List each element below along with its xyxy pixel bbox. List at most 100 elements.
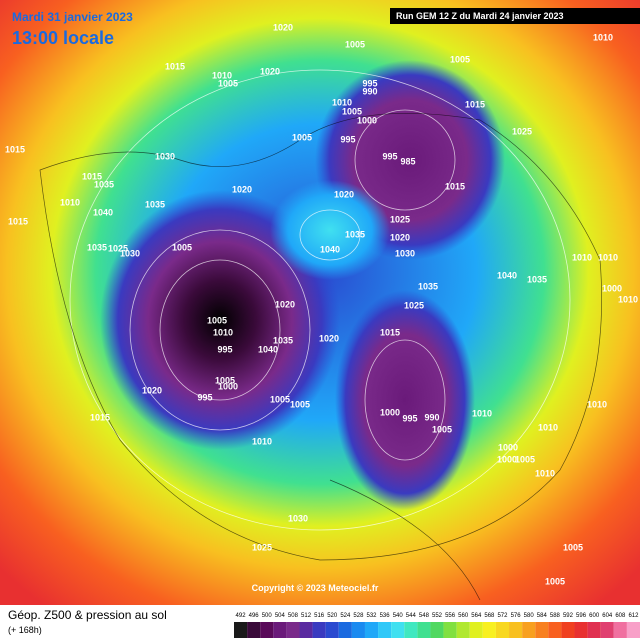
- isobar-label: 1030: [288, 513, 308, 523]
- legend-label: 504: [275, 613, 286, 619]
- legend-label: 580: [524, 613, 535, 619]
- legend-label: 576: [511, 613, 522, 619]
- isobar-label: 1005: [292, 132, 312, 142]
- legend-swatch: [600, 622, 614, 638]
- legend-label: 524: [340, 613, 351, 619]
- legend-label: 588: [550, 613, 561, 619]
- isobar-label: 1030: [395, 248, 415, 258]
- isobar-label: 1010: [572, 252, 592, 262]
- isobar-label: 1005: [207, 315, 227, 325]
- isobar-label: 1010: [587, 399, 607, 409]
- legend-swatch: [574, 622, 588, 638]
- isobar-label: 1010: [618, 294, 638, 304]
- legend-swatch: [299, 622, 313, 638]
- coastlines: [39, 113, 602, 601]
- isobar-label: 1035: [87, 242, 107, 252]
- isobar-label: 1020: [260, 66, 280, 76]
- isobar-label: 1020: [142, 385, 162, 395]
- isobar-label: 1030: [155, 151, 175, 161]
- isobar-label: 990: [424, 412, 439, 422]
- isobar-label: 1025: [512, 126, 532, 136]
- isobar-label: 1025: [108, 243, 128, 253]
- legend-swatch: [286, 622, 300, 638]
- legend-label: 568: [484, 613, 495, 619]
- legend-swatch: [325, 622, 339, 638]
- legend-label: 544: [406, 613, 417, 619]
- isobar-label: 1015: [445, 181, 465, 191]
- legend-label: 596: [576, 613, 587, 619]
- legend-swatch: [626, 622, 640, 638]
- legend-label: 592: [563, 613, 574, 619]
- legend-label: 532: [367, 613, 378, 619]
- isobar-label: 1030: [120, 248, 140, 258]
- isobar-label: 985: [400, 156, 415, 166]
- isobar-labels: 1020101010051005101510101005102099599010…: [5, 22, 638, 586]
- legend-swatch: [561, 622, 575, 638]
- legend-swatch: [548, 622, 562, 638]
- isobar-label: 1025: [404, 300, 424, 310]
- legend-label: 604: [602, 613, 613, 619]
- legend-swatch: [260, 622, 274, 638]
- isobar-label: 1025: [252, 542, 272, 552]
- isobar-label: 1005: [270, 394, 290, 404]
- isobar-label: 990: [362, 86, 377, 96]
- legend: 492 496 500 504 508 512 516 520 524 528 532 536 540 5…: [234, 613, 640, 638]
- legend-swatch: [613, 622, 627, 638]
- legend-label: 560: [458, 613, 469, 619]
- isobar-label: 1020: [275, 299, 295, 309]
- isobar-label: 1005: [215, 375, 235, 385]
- isobar-label: 1010: [252, 436, 272, 446]
- isobar-label: 995: [340, 134, 355, 144]
- legend-swatch: [430, 622, 444, 638]
- isobar-label: 1010: [60, 197, 80, 207]
- legend-swatch: [364, 622, 379, 638]
- isobars: [69, 69, 571, 531]
- isobar-label: 1000: [497, 454, 517, 464]
- legend-swatch: [338, 622, 352, 638]
- isobar-label: 1040: [497, 270, 517, 280]
- legend-label: 548: [419, 613, 430, 619]
- isobar-label: 1035: [345, 229, 365, 239]
- isobar-label: 1005: [515, 454, 535, 464]
- isobar-label: 1035: [527, 274, 547, 284]
- isobar-label: 1010: [212, 70, 232, 80]
- legend-label: 612: [628, 613, 639, 619]
- isobar-label: 1005: [172, 242, 192, 252]
- isobar-label: 1020: [273, 22, 293, 32]
- isobar-label: 1015: [5, 144, 25, 154]
- footer-subtitle: (+ 168h): [8, 625, 42, 635]
- isobar-label: 1000: [357, 115, 377, 125]
- isobar-label: 1015: [90, 412, 110, 422]
- legend-label: 572: [497, 613, 508, 619]
- isobar-label: 1020: [232, 184, 252, 194]
- isobar-label: 1010: [472, 408, 492, 418]
- isobar-label: 1010: [213, 327, 233, 337]
- legend-swatch: [378, 622, 392, 638]
- isobar-label: 1015: [82, 171, 102, 181]
- legend-label: 556: [445, 613, 456, 619]
- legend-swatch: [404, 622, 418, 638]
- legend-swatch: [312, 622, 326, 638]
- isobar-label: 1010: [598, 252, 618, 262]
- isobar-label: 1010: [535, 468, 555, 478]
- legend-swatch: [469, 622, 483, 638]
- copyright: Copyright © 2023 Meteociel.fr: [252, 583, 379, 593]
- legend-label: 540: [393, 613, 404, 619]
- isobar-label: 1005: [450, 54, 470, 64]
- legend-swatch: [587, 622, 601, 638]
- isobar-label: 1035: [273, 335, 293, 345]
- isobar-label: 995: [362, 78, 377, 88]
- isobar-label: 1015: [380, 327, 400, 337]
- isobar-label: 1020: [390, 232, 410, 242]
- isobar-label: 1040: [258, 344, 278, 354]
- isobar-label: 1040: [93, 207, 113, 217]
- legend-label: 600: [589, 613, 600, 619]
- isobar-label: 995: [197, 392, 212, 402]
- isobar-label: 1010: [593, 32, 613, 42]
- isobar-label: 1000: [602, 283, 622, 293]
- legend-label: 536: [380, 613, 391, 619]
- legend-label: 608: [615, 613, 626, 619]
- run-banner: [390, 8, 640, 24]
- isobar-label: 1035: [418, 281, 438, 291]
